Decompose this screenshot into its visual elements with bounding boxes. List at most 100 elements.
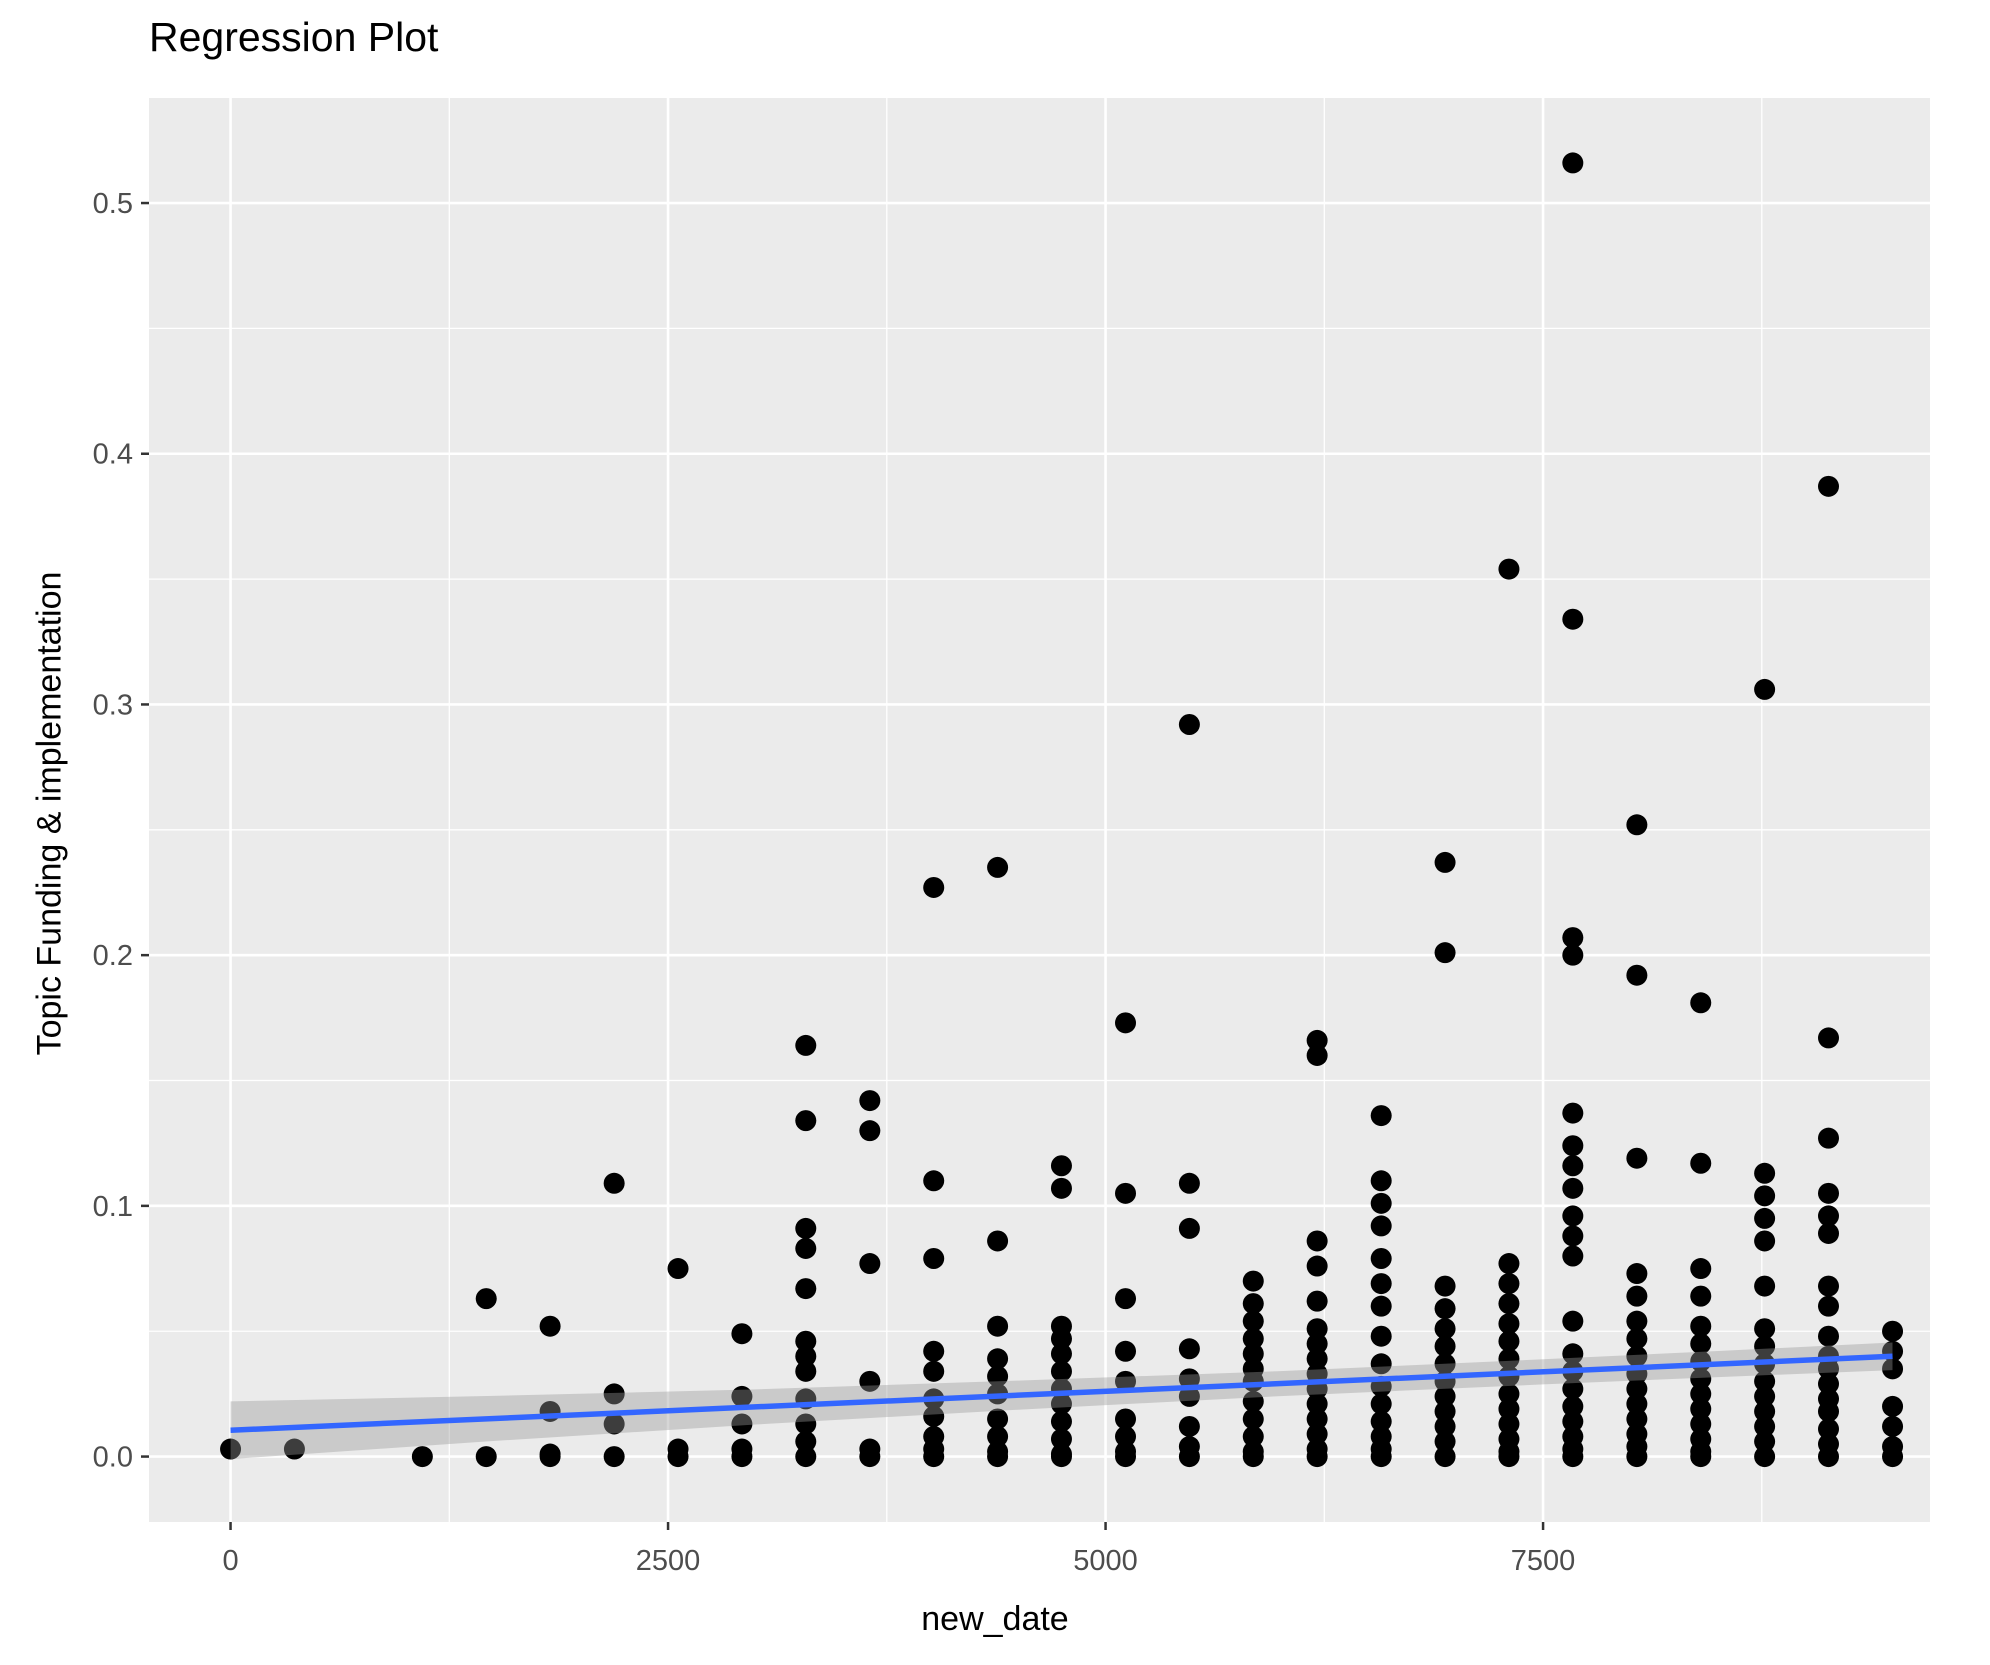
- data-point: [1626, 1310, 1648, 1332]
- data-point: [1498, 1313, 1520, 1335]
- data-point: [1817, 1446, 1839, 1468]
- data-point: [1754, 1318, 1776, 1340]
- data-point: [1754, 1446, 1776, 1468]
- data-point: [1626, 1378, 1648, 1400]
- data-point: [1754, 1335, 1776, 1357]
- data-point: [539, 1315, 561, 1337]
- data-point: [1242, 1343, 1264, 1365]
- data-point: [1370, 1215, 1392, 1237]
- data-point: [795, 1278, 817, 1300]
- data-point: [1242, 1293, 1264, 1315]
- data-point: [1562, 1446, 1584, 1468]
- data-point: [1306, 1230, 1328, 1252]
- data-point: [987, 1315, 1009, 1337]
- data-point: [923, 1340, 945, 1362]
- data-point: [1562, 944, 1584, 966]
- data-point: [731, 1446, 753, 1468]
- data-point: [1690, 1383, 1712, 1405]
- data-point: [1178, 1415, 1200, 1437]
- data-point: [1626, 1328, 1648, 1350]
- data-point: [603, 1172, 625, 1194]
- data-point: [1626, 1393, 1648, 1415]
- data-point: [1562, 1395, 1584, 1417]
- data-point: [1817, 1400, 1839, 1422]
- data-point: [1178, 1385, 1200, 1407]
- data-point: [1562, 1102, 1584, 1124]
- data-point: [1817, 475, 1839, 497]
- data-point: [1242, 1270, 1264, 1292]
- data-point: [1754, 1207, 1776, 1229]
- data-point: [1434, 851, 1456, 873]
- data-point: [220, 1438, 242, 1460]
- data-point: [1370, 1446, 1392, 1468]
- data-point: [1562, 608, 1584, 630]
- data-point: [1434, 942, 1456, 964]
- data-point: [1178, 1446, 1200, 1468]
- data-point: [1115, 1426, 1137, 1448]
- data-point: [1690, 1285, 1712, 1307]
- data-point: [1817, 1325, 1839, 1347]
- data-point: [1817, 1418, 1839, 1440]
- data-point: [1115, 1370, 1137, 1392]
- data-point: [1242, 1310, 1264, 1332]
- data-point: [1370, 1295, 1392, 1317]
- data-point: [1370, 1248, 1392, 1270]
- data-point: [1306, 1044, 1328, 1066]
- data-point: [1370, 1170, 1392, 1192]
- data-point: [1882, 1395, 1904, 1417]
- data-point: [1754, 1162, 1776, 1184]
- x-tick-label: 5000: [1073, 1545, 1138, 1577]
- data-point: [411, 1446, 433, 1468]
- data-point: [1690, 1333, 1712, 1355]
- data-point: [1562, 1343, 1584, 1365]
- data-point: [795, 1360, 817, 1382]
- data-point: [1434, 1431, 1456, 1453]
- data-point: [1754, 1431, 1776, 1453]
- data-point: [1242, 1446, 1264, 1468]
- data-point: [1306, 1408, 1328, 1430]
- data-point: [1242, 1390, 1264, 1412]
- data-point: [1434, 1385, 1456, 1407]
- data-point: [1115, 1340, 1137, 1362]
- data-point: [1434, 1353, 1456, 1375]
- data-point: [731, 1413, 753, 1435]
- data-point: [859, 1446, 881, 1468]
- data-point: [1754, 1275, 1776, 1297]
- data-point: [859, 1370, 881, 1392]
- data-point: [603, 1446, 625, 1468]
- data-point: [1562, 1177, 1584, 1199]
- data-point: [1817, 1182, 1839, 1204]
- data-point: [1690, 1413, 1712, 1435]
- y-tick-label: 0.0: [93, 1442, 133, 1474]
- data-point: [859, 1120, 881, 1142]
- data-point: [667, 1446, 689, 1468]
- x-tick-label: 2500: [636, 1545, 701, 1577]
- data-point: [1178, 714, 1200, 736]
- data-point: [1817, 1358, 1839, 1380]
- data-point: [1115, 1408, 1137, 1430]
- data-point: [1690, 1398, 1712, 1420]
- data-point: [795, 1446, 817, 1468]
- data-point: [1115, 1288, 1137, 1310]
- data-point: [1754, 1230, 1776, 1252]
- data-point: [1306, 1290, 1328, 1312]
- data-point: [795, 1237, 817, 1259]
- data-point: [667, 1258, 689, 1280]
- data-point: [1434, 1415, 1456, 1437]
- data-point: [1178, 1368, 1200, 1390]
- data-point: [1498, 1413, 1520, 1435]
- data-point: [923, 1446, 945, 1468]
- data-point: [1690, 1152, 1712, 1174]
- data-point: [1690, 1258, 1712, 1280]
- data-point: [1562, 1205, 1584, 1227]
- data-point: [1370, 1393, 1392, 1415]
- data-point: [1498, 1383, 1520, 1405]
- data-point: [1115, 1446, 1137, 1468]
- data-point: [731, 1323, 753, 1345]
- data-point: [1882, 1320, 1904, 1342]
- data-point: [1690, 1315, 1712, 1337]
- data-point: [1498, 1253, 1520, 1275]
- data-point: [1115, 1182, 1137, 1204]
- data-point: [987, 1426, 1009, 1448]
